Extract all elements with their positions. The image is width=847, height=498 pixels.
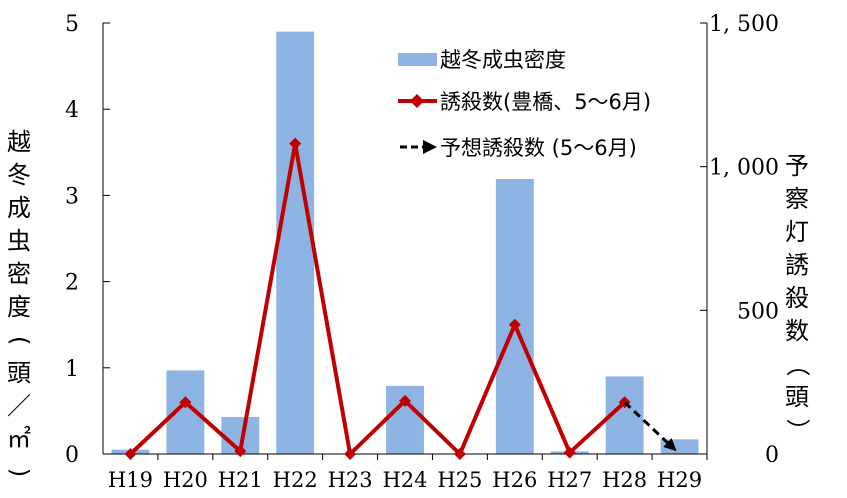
x-tick-label: H27 [547,468,592,492]
x-tick-label: H29 [657,468,702,492]
axis-label-char: ( [5,335,34,346]
x-tick-label: H25 [437,468,482,492]
line-induced-catch [129,141,626,456]
axis-label-char: ㎡ [7,425,31,453]
axis-label-char: 密 [7,260,31,288]
marker-H19 [124,448,137,460]
x-tick-label: H23 [328,468,373,492]
axis-label-char: 察 [785,185,809,213]
x-tick-label: H26 [492,468,537,492]
x-tick-label: H19 [108,468,153,492]
axis-label-char: 数 [785,317,809,345]
axis-label-char: 誘 [785,251,809,279]
axis-label-char: 越 [7,128,31,156]
axes [102,22,708,460]
marker-H24 [399,394,411,407]
legend-swatch-arrow [423,140,437,154]
y-left-tick-label: 1 [65,357,79,382]
axis-label-char: ／ [7,392,31,420]
y-left-tick-label: 4 [65,98,79,123]
y-left-tick-label: 2 [65,271,79,296]
axis-label-char: 予 [785,152,809,180]
legend-swatch-bar [398,53,437,66]
x-tick-label: H22 [273,468,318,492]
marker-H26 [508,318,521,331]
line-series [124,137,677,460]
marker-H27 [563,446,576,459]
y-left-tick-label: 3 [65,184,79,209]
bar-H26 [495,179,534,454]
y-left-tick-label: 5 [65,12,79,37]
y-right-tick-label: 1, 000 [709,156,779,181]
marker-H21 [234,445,247,458]
axis-label-char: ） [783,418,812,443]
y-axis-left-label: 越冬成虫密度 ( 頭 ／ ㎡) [4,126,34,489]
axis-label-char: 頭 [785,383,809,411]
y-right-tick-label: 500 [737,299,779,324]
axis-label-char: （ [783,352,812,377]
y-right-tick-label: 0 [765,443,779,468]
x-tick-label: H24 [382,468,427,492]
marker-H20 [179,396,192,409]
y-left-tick-label: 0 [65,443,79,468]
tick-labels: 0 1 2 3 4 5 0 500 1, 000 1, 500 H19 H20 H21 H22 H23 H24… [65,12,779,492]
axis-label-char: 冬 [7,161,31,189]
axis-label-char: 虫 [7,227,31,255]
legend-label-predicted: 予想誘殺数 (5～6月) [440,136,637,160]
marker-H22 [289,137,302,150]
axis-label-char: 灯 [785,218,809,246]
axis-label-char: 頭 [7,359,31,387]
bar-H22 [276,31,315,455]
axis-label-char: 殺 [785,284,809,312]
x-tick-label: H28 [602,468,647,492]
y-right-tick-label: 1, 500 [709,12,779,37]
x-tick-label: H21 [218,468,263,492]
legend-label-bar: 越冬成虫密度 [440,48,566,72]
marker-H25 [453,448,466,460]
axis-label-char: 度 [7,293,31,321]
legend-swatch-marker [410,94,424,108]
predicted-arrowhead [663,438,677,452]
legend-label-line: 誘殺数(豊橋、5～6月) [440,90,651,114]
axis-label-char: ) [5,467,34,478]
axis-label-char: 成 [7,194,31,222]
x-tick-label: H20 [163,468,208,492]
marker-H23 [344,448,357,460]
predicted-line [623,401,674,449]
y-axis-right-label: 予察灯誘殺数 （ 頭 ） [782,150,812,447]
